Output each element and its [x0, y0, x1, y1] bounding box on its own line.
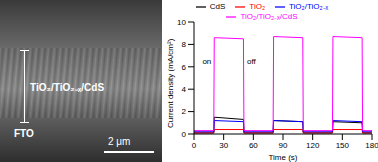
svg-text:off: off: [247, 57, 257, 66]
svg-text:10: 10: [177, 18, 186, 27]
svg-text:120: 120: [306, 141, 320, 150]
html-text:2 μm: 2 μm: [108, 136, 131, 147]
html-text:FTO: FTO: [14, 128, 34, 139]
svg-text:Time (s): Time (s): [268, 153, 297, 162]
html-text:TiO₂/TiO₂₋ₓ: TiO₂/TiO₂₋ₓ: [289, 2, 329, 12]
html-text:TiO₂/TiO₂₋ₓ/CdS: TiO₂/TiO₂₋ₓ/CdS: [30, 82, 105, 93]
html-text:TiO₂/TiO₂₋ₓ/CdS: TiO₂/TiO₂₋ₓ/CdS: [240, 12, 298, 22]
svg-text:Current density (mA/cm²): Current density (mA/cm²): [166, 38, 175, 128]
svg-text:180: 180: [365, 141, 370, 150]
html-text:CdS: CdS: [209, 2, 226, 12]
svg-text:90: 90: [279, 141, 288, 150]
svg-text:6: 6: [182, 63, 187, 72]
svg-text:4: 4: [182, 85, 187, 94]
svg-text:150: 150: [336, 141, 350, 150]
svg-text:0: 0: [182, 130, 187, 139]
svg-text:8: 8: [182, 40, 187, 49]
svg-text:30: 30: [219, 141, 228, 150]
svg-text:2: 2: [182, 107, 187, 116]
svg-text:0: 0: [192, 141, 197, 150]
svg-text:on: on: [202, 57, 211, 66]
html-text:TiO₂: TiO₂: [249, 2, 265, 12]
svg-text:60: 60: [249, 141, 258, 150]
